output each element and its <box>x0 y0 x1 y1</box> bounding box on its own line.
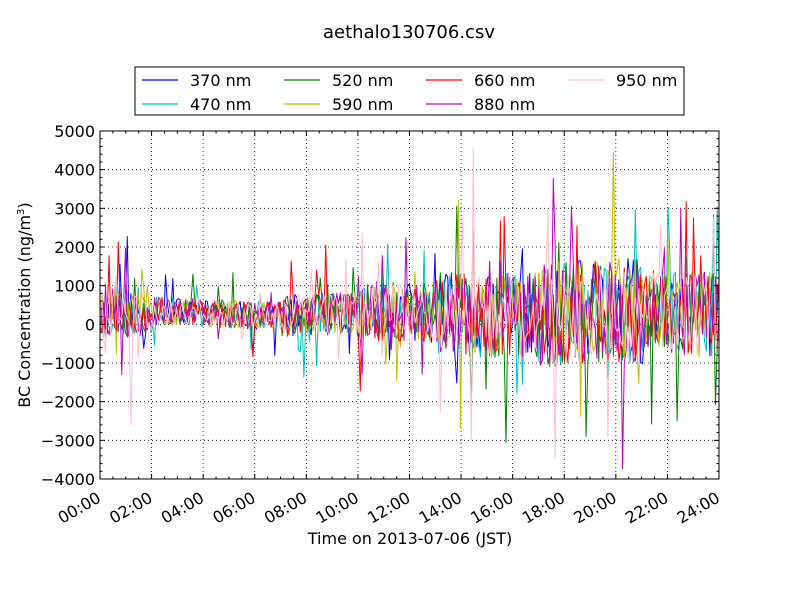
legend-label: 520 nm <box>332 71 393 90</box>
legend-label: 950 nm <box>616 71 677 90</box>
legend: 370 nm 470 nm 520 nm 590 nm 660 nm 880 nm 950 … <box>134 66 685 116</box>
x-tick-label: 04:00 <box>158 488 207 528</box>
y-tick-label: −1000 <box>41 354 95 373</box>
legend-item: 660 nm <box>426 71 535 90</box>
x-tick-label: 06:00 <box>209 488 258 528</box>
x-tick-label: 24:00 <box>674 488 723 528</box>
plot-area: −4000 −3000 −2000 −1000 0 1000 2000 3000 4000 500… <box>41 122 723 528</box>
series-line <box>100 147 719 459</box>
legend-label: 370 nm <box>190 71 251 90</box>
legend-item: 520 nm <box>284 71 393 90</box>
x-axis-label: Time on 2013-07-06 (JST) <box>307 529 512 548</box>
legend-item: 950 nm <box>568 71 677 90</box>
y-tick-label: 2000 <box>54 238 95 257</box>
y-tick-label: 4000 <box>54 161 95 180</box>
legend-label: 660 nm <box>474 71 535 90</box>
x-tick-label: 22:00 <box>622 488 671 528</box>
x-tick-label: 14:00 <box>416 488 465 528</box>
legend-label: 880 nm <box>474 95 535 114</box>
x-tick-label: 02:00 <box>106 488 155 528</box>
y-axis-label: BC Concentration (ng/m3) <box>15 202 34 407</box>
y-tick-label: −2000 <box>41 393 95 412</box>
y-tick-label: −3000 <box>41 431 95 450</box>
legend-item: 590 nm <box>284 95 393 114</box>
y-tick-label: 1000 <box>54 277 95 296</box>
legend-label: 590 nm <box>332 95 393 114</box>
x-tick-label: 10:00 <box>312 488 361 528</box>
y-axis-label-sup: 3 <box>16 209 27 215</box>
x-tick-label: 20:00 <box>570 488 619 528</box>
x-tick-label: 00:00 <box>55 488 104 528</box>
series-line <box>100 151 719 429</box>
y-axis-label-main: BC Concentration (ng/m <box>15 215 34 408</box>
y-tick-label: 3000 <box>54 199 95 218</box>
legend-item: 370 nm <box>142 71 251 90</box>
legend-item: 880 nm <box>426 95 535 114</box>
series-group <box>100 147 719 470</box>
x-tick-label: 08:00 <box>261 488 310 528</box>
y-tick-label: 5000 <box>54 122 95 141</box>
x-tick-label: 12:00 <box>364 488 413 528</box>
chart-title: aethalo130706.csv <box>323 22 495 43</box>
y-tick-label: 0 <box>85 315 95 334</box>
legend-box <box>134 66 685 116</box>
legend-label: 470 nm <box>190 95 251 114</box>
x-tick-label: 16:00 <box>467 488 516 528</box>
y-axis-label-end: ) <box>15 202 34 208</box>
y-tick-label: −4000 <box>41 470 95 489</box>
legend-item: 470 nm <box>142 95 251 114</box>
x-tick-label: 18:00 <box>519 488 568 528</box>
